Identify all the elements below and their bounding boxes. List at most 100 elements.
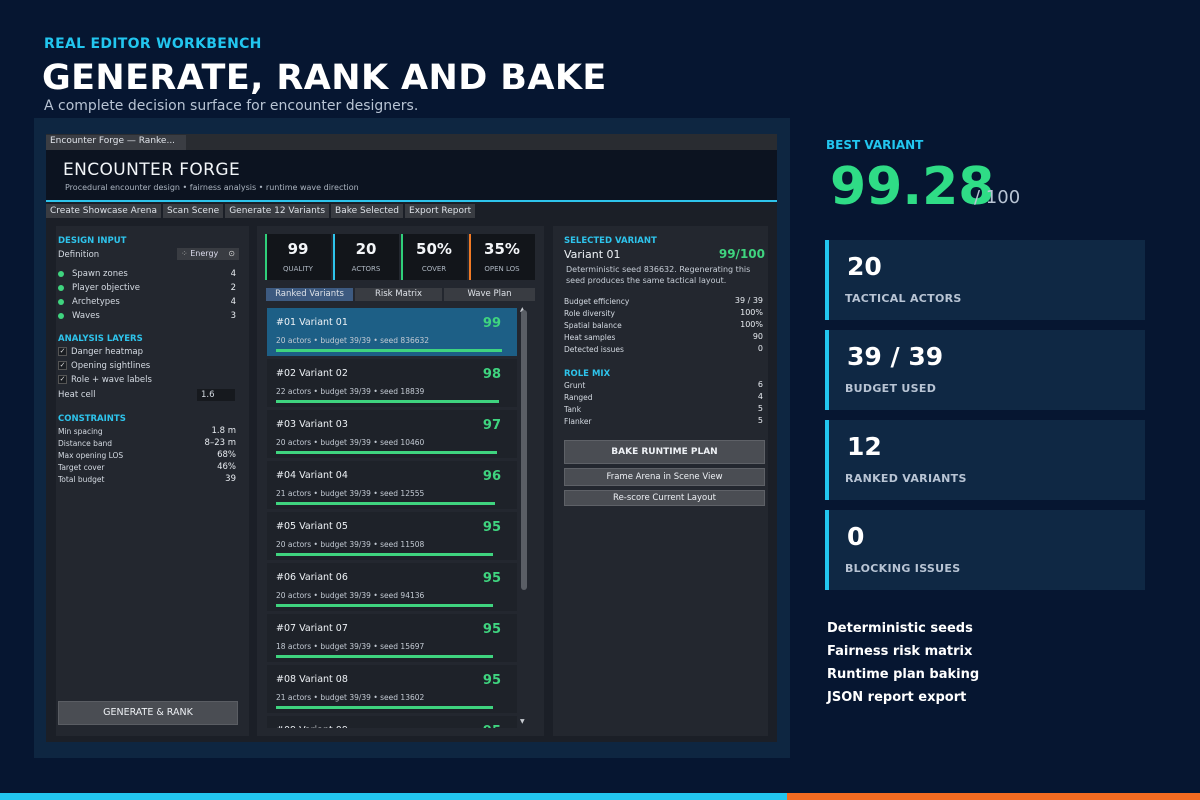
variant-row[interactable]: #02 Variant 02 22 actors • budget 39/39 •…	[267, 359, 517, 407]
stat-label: QUALITY	[283, 265, 313, 273]
flanker-value: 5	[757, 416, 763, 425]
status-dot-icon	[58, 270, 64, 277]
target-cover-value: 46%	[217, 462, 236, 472]
variant-score-bar	[276, 706, 493, 709]
role-diversity-label: Role diversity	[564, 309, 615, 318]
variant-row[interactable]: #03 Variant 03 20 actors • budget 39/39 •…	[267, 410, 517, 458]
stat-accent	[333, 234, 335, 280]
definition-dropdown[interactable]: ⁘ Energy ⊙	[177, 248, 239, 260]
card-accent	[825, 330, 829, 410]
variant-name: #01 Variant 01	[276, 317, 348, 328]
list-item: Player objective	[58, 283, 140, 293]
tactical-actors-card: 20 TACTICAL ACTORS	[825, 240, 1145, 320]
stat-value: 99	[287, 240, 309, 258]
forge-header: ENCOUNTER FORGE Procedural encounter des…	[46, 150, 777, 200]
stat-accent	[401, 234, 403, 280]
tab-ranked-variants[interactable]: Ranked Variants	[266, 288, 353, 301]
tank-label: Tank	[564, 405, 582, 414]
definition-value: Energy	[190, 249, 219, 258]
stat-accent	[469, 234, 471, 280]
archetypes-value: 4	[230, 297, 236, 307]
variant-row[interactable]: #01 Variant 01 20 actors • budget 39/39 •…	[267, 308, 517, 356]
min-spacing-label: Min spacing	[58, 427, 103, 436]
variant-list-scrollbar[interactable]	[521, 310, 527, 590]
heat-cell-label: Heat cell	[58, 390, 96, 400]
feature-item: Deterministic seeds	[827, 621, 973, 636]
opening-sightlines-checkbox[interactable]: ✓ Opening sightlines	[58, 361, 151, 371]
role-wave-labels-checkbox[interactable]: ✓ Role + wave labels	[58, 375, 152, 385]
toolbar: Create Showcase Arena Scan Scene Generat…	[46, 204, 777, 220]
min-spacing-value: 1.8 m	[211, 426, 237, 436]
danger-heatmap-checkbox[interactable]: ✓ Danger heatmap	[58, 347, 144, 357]
variant-row[interactable]: #06 Variant 06 20 actors • budget 39/39 •…	[267, 563, 517, 611]
bake-runtime-plan-button[interactable]: BAKE RUNTIME PLAN	[564, 440, 765, 464]
variant-row[interactable]: #07 Variant 07 18 actors • budget 39/39 •…	[267, 614, 517, 662]
tank-value: 5	[757, 404, 763, 413]
window-tab[interactable]: Encounter Forge — Ranke...	[46, 135, 186, 150]
variant-name: #04 Variant 04	[276, 470, 348, 481]
variant-name: #06 Variant 06	[276, 572, 348, 583]
card-accent	[825, 240, 829, 320]
variant-meta: 21 actors • budget 39/39 • seed 13602	[276, 693, 425, 702]
scroll-down-icon[interactable]: ▼	[520, 718, 525, 725]
selected-variant-title: SELECTED VARIANT	[564, 236, 657, 246]
variant-row[interactable]: #09 Variant 09 95	[267, 716, 517, 728]
variant-score-bar	[276, 502, 495, 505]
variant-row[interactable]: #04 Variant 04 21 actors • budget 39/39 •…	[267, 461, 517, 509]
rescore-layout-button[interactable]: Re-score Current Layout	[564, 490, 765, 506]
list-item: Archetypes	[58, 297, 120, 307]
player-objective-value: 2	[230, 283, 236, 293]
variant-name: #02 Variant 02	[276, 368, 348, 379]
stat-value: 50%	[416, 240, 452, 258]
generate-rank-button[interactable]: GENERATE & RANK	[58, 701, 238, 725]
heat-cell-input[interactable]: 1.6	[197, 389, 235, 401]
list-item: Spawn zones	[58, 269, 128, 279]
card-label: RANKED VARIANTS	[845, 472, 967, 485]
max-opening-los-value: 68%	[217, 450, 236, 460]
forge-title: ENCOUNTER FORGE	[63, 160, 241, 180]
role-diversity-value: 100%	[740, 308, 763, 317]
variant-score: 95	[482, 673, 501, 688]
status-dot-icon	[58, 312, 64, 319]
variant-meta: 20 actors • budget 39/39 • seed 836632	[276, 336, 430, 345]
variant-score: 95	[482, 571, 501, 586]
blocking-issues-card: 0 BLOCKING ISSUES	[825, 510, 1145, 590]
variant-score-bar	[276, 349, 502, 352]
scroll-up-icon[interactable]: ▲	[520, 306, 525, 313]
variant-score-bar	[276, 451, 497, 454]
check-icon: ✓	[58, 375, 67, 384]
scan-scene-button[interactable]: Scan Scene	[163, 204, 224, 218]
heat-samples-label: Heat samples	[564, 333, 616, 342]
forge-subtitle: Procedural encounter design • fairness a…	[65, 183, 359, 192]
best-variant-label: BEST VARIANT	[826, 138, 924, 152]
create-arena-button[interactable]: Create Showcase Arena	[46, 204, 162, 218]
variant-score-bar	[276, 604, 493, 607]
stat-label: COVER	[421, 265, 447, 273]
variant-row[interactable]: #05 Variant 05 20 actors • budget 39/39 •…	[267, 512, 517, 560]
variant-meta: 18 actors • budget 39/39 • seed 15697	[276, 642, 425, 651]
tab-wave-plan[interactable]: Wave Plan	[444, 288, 535, 301]
best-variant-score: 99.28	[830, 157, 995, 217]
editor-window: Encounter Forge — Ranke... ENCOUNTER FOR…	[46, 134, 777, 742]
stat-value: 20	[355, 240, 377, 258]
budget-used-card: 39 / 39 BUDGET USED	[825, 330, 1145, 410]
spatial-balance-value: 100%	[740, 320, 763, 329]
export-report-button[interactable]: Export Report	[405, 204, 476, 218]
variant-name: #07 Variant 07	[276, 623, 348, 634]
variant-meta: 20 actors • budget 39/39 • seed 11508	[276, 540, 425, 549]
generate-variants-button[interactable]: Generate 12 Variants	[225, 204, 330, 218]
variant-meta: 22 actors • budget 39/39 • seed 18839	[276, 387, 425, 396]
tab-risk-matrix[interactable]: Risk Matrix	[355, 288, 442, 301]
variant-name: #08 Variant 08	[276, 674, 348, 685]
variant-meta: 21 actors • budget 39/39 • seed 12555	[276, 489, 425, 498]
frame-arena-button[interactable]: Frame Arena in Scene View	[564, 468, 765, 486]
bake-selected-button[interactable]: Bake Selected	[331, 204, 404, 218]
stat-label: OPEN LOS	[484, 265, 520, 273]
actors-stat: 20 ACTORS	[333, 234, 399, 280]
selected-variant-name: Variant 01	[564, 248, 621, 261]
waves-value: 3	[230, 311, 236, 321]
variant-score: 98	[482, 367, 501, 382]
variant-score: 99	[482, 316, 501, 331]
total-budget-value: 39	[225, 474, 236, 484]
variant-row[interactable]: #08 Variant 08 21 actors • budget 39/39 •…	[267, 665, 517, 713]
